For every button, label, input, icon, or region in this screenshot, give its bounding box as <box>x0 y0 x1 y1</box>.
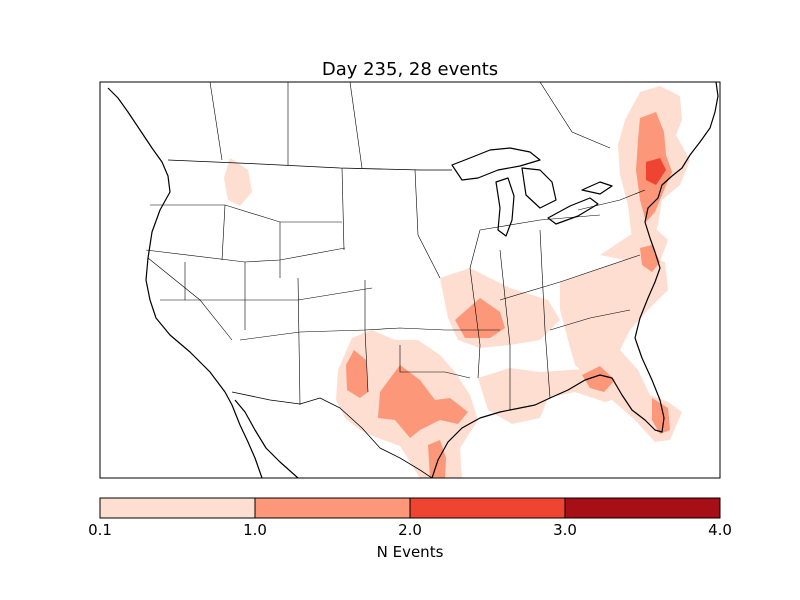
density-level-light <box>224 86 690 478</box>
density-florida-panhandle <box>582 366 615 392</box>
density-south-texas <box>428 440 446 478</box>
colorbar-segment-1 <box>100 498 255 518</box>
map-title: Day 235, 28 events <box>322 59 498 80</box>
density-new-england-core <box>646 158 666 185</box>
canada-us-border <box>167 159 452 171</box>
colorbar-tick-1: 1.0 <box>243 521 267 539</box>
lake-superior <box>451 147 541 181</box>
lake-michigan <box>495 177 515 237</box>
map-outlines <box>107 82 719 478</box>
density-south-florida <box>652 398 670 434</box>
atlantic-coastline <box>634 82 719 339</box>
map-panel <box>100 82 720 478</box>
lake-huron <box>521 167 557 209</box>
colorbar-tick-3: 3.0 <box>553 521 577 539</box>
colorbar-segment-4 <box>565 498 720 518</box>
baja-coastline <box>234 399 299 478</box>
lake-ontario <box>581 181 613 195</box>
density-level-high <box>646 158 666 185</box>
colorbar-segment-3 <box>410 498 565 518</box>
colorbar-label: N Events <box>377 543 444 561</box>
density-west-texas <box>346 350 368 398</box>
map-frame <box>99 81 721 479</box>
density-central-texas <box>378 365 468 438</box>
density-layer <box>224 86 690 478</box>
mexico-us-border <box>231 391 433 478</box>
lake-erie <box>547 197 599 225</box>
colorbar-tick-2: 2.0 <box>398 521 422 539</box>
colorbar-tick-0: 0.1 <box>88 521 112 539</box>
density-southeast-atlantic <box>560 255 682 442</box>
density-montana <box>224 158 252 206</box>
gulf-coastline <box>431 337 665 478</box>
colorbar-segment-2 <box>255 498 410 518</box>
colorbar-tick-4: 4.0 <box>708 521 732 539</box>
pacific-coastline <box>107 87 263 478</box>
density-arkansas <box>455 298 505 338</box>
state-borders <box>145 82 646 410</box>
colorbar: 0.1 1.0 2.0 3.0 4.0 N Events <box>88 497 732 561</box>
